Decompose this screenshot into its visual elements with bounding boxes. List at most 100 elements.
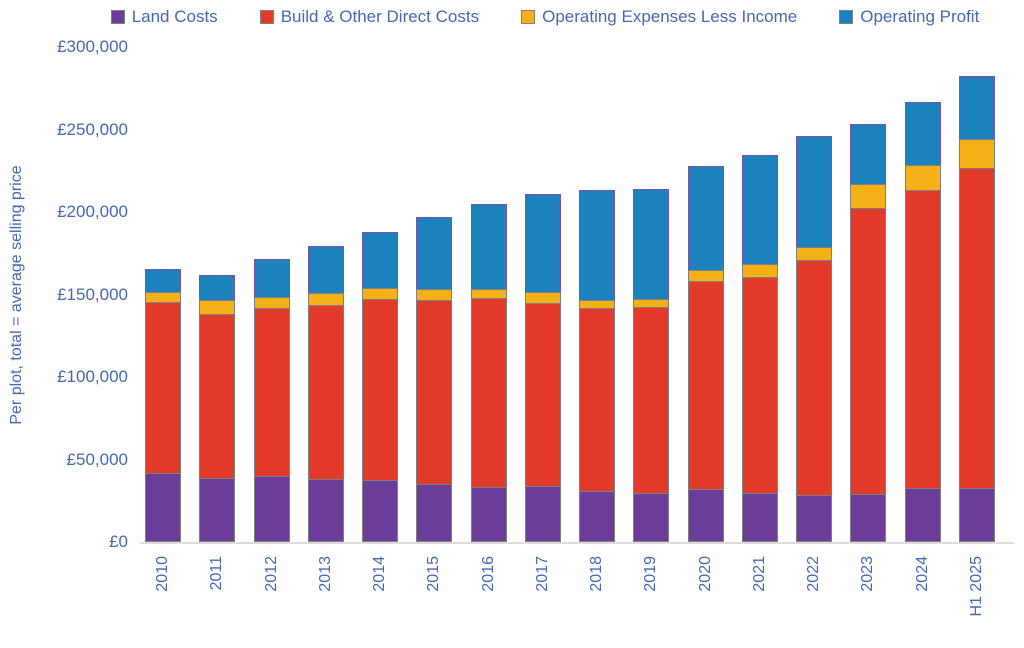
bars-container xyxy=(145,47,995,542)
x-tick-label: 2024 xyxy=(913,556,931,592)
bar-segment-build xyxy=(307,304,344,481)
bar-2012 xyxy=(253,258,290,542)
x-tick-label: 2013 xyxy=(316,556,334,592)
bar-segment-profit xyxy=(524,193,561,294)
bar-segment-land xyxy=(579,490,616,542)
bar-2015 xyxy=(416,216,453,542)
bar-segment-profit xyxy=(145,269,181,294)
chart-legend: Land Costs Build & Other Direct Costs Oper… xyxy=(70,6,1020,28)
legend-label: Build & Other Direct Costs xyxy=(280,7,480,26)
bar-segment-land xyxy=(362,480,399,542)
bar-2022 xyxy=(796,135,833,542)
bar-2020 xyxy=(687,165,724,542)
bar-segment-land xyxy=(416,484,453,542)
legend-swatch-land xyxy=(110,10,125,24)
bar-segment-profit xyxy=(470,204,507,291)
bar-segment-profit xyxy=(307,246,344,295)
x-tick-label: 2015 xyxy=(425,556,443,592)
bar-segment-build xyxy=(741,277,778,494)
bar-segment-profit xyxy=(633,188,670,300)
bar-segment-land xyxy=(145,472,181,542)
bar-segment-land xyxy=(796,494,833,542)
bar-segment-profit xyxy=(362,231,399,290)
legend-item-land: Land Costs xyxy=(110,6,218,28)
legend-label: Operating Expenses Less Income xyxy=(542,7,798,26)
bar-segment-land xyxy=(958,487,995,542)
legend-swatch-build xyxy=(259,10,274,24)
x-tick-label: H1 2025 xyxy=(968,556,985,617)
legend-label: Land Costs xyxy=(131,7,218,26)
legend-item-opex: Operating Expenses Less Income xyxy=(521,6,797,28)
bar-segment-opex xyxy=(796,247,833,262)
bar-segment-opex xyxy=(199,299,236,315)
bar-2019 xyxy=(633,188,670,542)
x-tick-label: 2023 xyxy=(859,556,877,592)
bar-segment-build xyxy=(253,307,290,477)
bar-segment-land xyxy=(524,485,561,542)
bar-segment-build xyxy=(633,307,670,495)
bar-segment-profit xyxy=(253,258,290,298)
x-tick-label: 2016 xyxy=(479,556,497,592)
x-tick-label: 2017 xyxy=(533,556,551,592)
bar-2013 xyxy=(307,246,344,542)
bar-segment-build xyxy=(958,168,995,489)
bar-2024 xyxy=(904,102,941,542)
x-tick-label: 2022 xyxy=(805,556,823,592)
legend-swatch-profit xyxy=(839,10,854,24)
bar-segment-profit xyxy=(741,154,778,266)
y-tick-label: £250,000 xyxy=(57,119,128,139)
bar-segment-profit xyxy=(416,216,453,291)
bar-segment-land xyxy=(904,488,941,542)
bar-segment-opex xyxy=(741,264,778,279)
y-tick-label: £200,000 xyxy=(57,202,128,221)
y-tick-label: £0 xyxy=(109,532,128,551)
plot-area xyxy=(145,47,995,542)
legend-swatch-opex xyxy=(521,10,536,24)
bar-segment-land xyxy=(199,478,236,542)
x-tick-label: 2020 xyxy=(696,556,714,592)
y-tick-label: £300,000 xyxy=(57,37,128,56)
bar-segment-profit xyxy=(579,190,616,301)
x-tick-label: 2018 xyxy=(588,556,606,592)
bar-segment-profit xyxy=(850,124,887,185)
bar-2014 xyxy=(362,231,399,542)
bar-segment-build xyxy=(796,260,833,496)
bar-segment-opex xyxy=(958,138,995,170)
bar-segment-build xyxy=(524,302,561,487)
bar-segment-build xyxy=(850,208,887,496)
legend-item-profit: Operating Profit xyxy=(839,6,979,28)
x-axis-line xyxy=(140,542,1014,544)
bar-2021 xyxy=(741,154,778,542)
bar-segment-land xyxy=(741,492,778,542)
bar-segment-build xyxy=(687,280,724,491)
bar-segment-build xyxy=(416,299,453,486)
bar-segment-profit xyxy=(958,76,995,140)
bar-segment-land xyxy=(253,476,290,542)
x-tick-label: 2010 xyxy=(154,556,171,592)
bar-segment-build xyxy=(362,298,399,482)
bar-segment-build xyxy=(904,189,941,490)
bar-segment-build xyxy=(470,297,507,488)
y-tick-label: £100,000 xyxy=(57,367,128,386)
x-tick-label: 2019 xyxy=(642,556,660,592)
bar-h1-2025 xyxy=(958,76,995,542)
y-tick-label: £150,000 xyxy=(57,284,128,304)
bar-segment-build xyxy=(145,302,181,474)
bar-segment-profit xyxy=(796,135,833,249)
bar-2010 xyxy=(145,269,181,542)
y-tick-label: £50,000 xyxy=(66,449,128,469)
x-tick-label: 2014 xyxy=(371,556,389,592)
x-tick-label: 2012 xyxy=(262,556,280,592)
bar-segment-land xyxy=(850,494,887,542)
bar-2018 xyxy=(579,190,616,542)
bar-segment-build xyxy=(579,307,616,492)
bar-segment-land xyxy=(307,479,344,542)
x-tick-label: 2021 xyxy=(750,556,768,592)
bar-2011 xyxy=(199,275,236,542)
bar-segment-land xyxy=(687,489,724,542)
bar-segment-profit xyxy=(904,102,941,167)
bar-segment-opex xyxy=(904,165,941,191)
legend-item-build: Build & Other Direct Costs xyxy=(259,6,480,28)
bar-segment-build xyxy=(199,313,236,480)
